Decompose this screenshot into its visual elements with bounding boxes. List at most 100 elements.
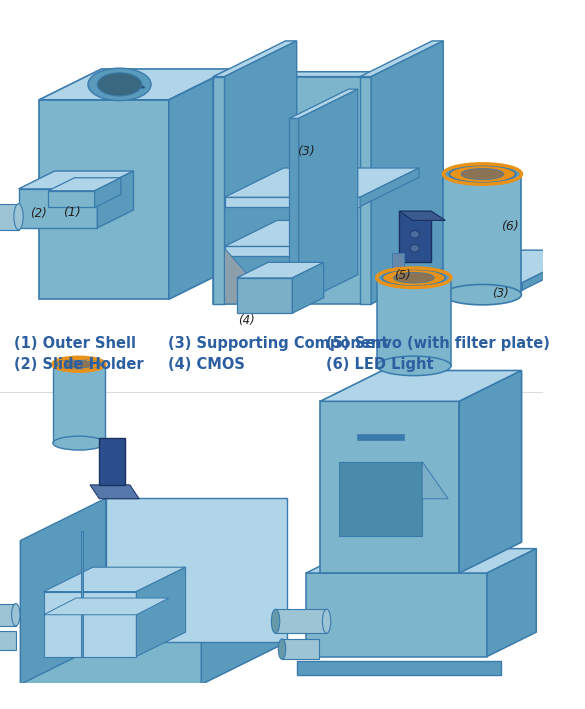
Polygon shape (44, 598, 169, 615)
Ellipse shape (97, 73, 142, 96)
Text: (6) LED Light: (6) LED Light (326, 357, 433, 372)
Text: (5) Servo (with filter plate): (5) Servo (with filter plate) (326, 337, 549, 352)
Polygon shape (201, 498, 287, 684)
Polygon shape (225, 220, 351, 247)
Ellipse shape (443, 164, 521, 184)
Polygon shape (44, 591, 136, 657)
Ellipse shape (53, 436, 105, 450)
Ellipse shape (57, 358, 101, 370)
Polygon shape (90, 485, 139, 498)
Polygon shape (422, 286, 473, 290)
Polygon shape (44, 567, 185, 591)
Polygon shape (0, 203, 19, 230)
Polygon shape (459, 371, 522, 573)
Polygon shape (377, 278, 451, 366)
Text: (3): (3) (297, 145, 315, 159)
Ellipse shape (64, 360, 93, 368)
Polygon shape (306, 573, 487, 657)
Ellipse shape (140, 86, 145, 89)
Polygon shape (339, 462, 422, 536)
Polygon shape (360, 77, 371, 304)
Polygon shape (225, 247, 299, 256)
Text: (2) Slide Holder: (2) Slide Holder (13, 357, 143, 372)
Polygon shape (292, 262, 324, 313)
Polygon shape (399, 211, 445, 220)
Polygon shape (276, 609, 326, 633)
Polygon shape (360, 41, 443, 77)
Polygon shape (98, 171, 133, 228)
Polygon shape (371, 72, 381, 304)
Ellipse shape (443, 284, 521, 305)
Ellipse shape (322, 609, 331, 633)
Polygon shape (48, 191, 95, 208)
Polygon shape (19, 171, 133, 189)
Polygon shape (53, 364, 105, 443)
Polygon shape (443, 174, 521, 295)
Polygon shape (399, 211, 431, 262)
Text: (2): (2) (30, 207, 46, 220)
Polygon shape (19, 189, 98, 228)
Polygon shape (290, 89, 358, 118)
Text: (4) CMOS: (4) CMOS (168, 357, 245, 372)
Ellipse shape (14, 203, 23, 230)
Ellipse shape (377, 268, 451, 287)
Polygon shape (320, 401, 459, 573)
Polygon shape (214, 41, 297, 77)
Polygon shape (297, 661, 501, 675)
Text: (6): (6) (501, 220, 519, 233)
Polygon shape (290, 118, 299, 304)
Polygon shape (39, 69, 231, 100)
Ellipse shape (410, 245, 419, 252)
Ellipse shape (461, 169, 504, 179)
Ellipse shape (449, 165, 515, 183)
Polygon shape (20, 498, 106, 684)
Polygon shape (522, 250, 585, 290)
Ellipse shape (53, 357, 105, 372)
Ellipse shape (394, 272, 434, 283)
Polygon shape (0, 603, 16, 626)
Polygon shape (0, 632, 16, 650)
Polygon shape (39, 100, 169, 299)
Ellipse shape (88, 68, 151, 101)
Text: (3): (3) (492, 287, 508, 301)
Polygon shape (320, 371, 522, 401)
Text: (3) Supporting Component: (3) Supporting Component (168, 337, 389, 352)
Polygon shape (422, 462, 448, 498)
Polygon shape (214, 77, 371, 304)
Polygon shape (214, 72, 381, 77)
Ellipse shape (278, 639, 285, 659)
Polygon shape (81, 531, 82, 657)
Polygon shape (20, 642, 287, 684)
Polygon shape (225, 41, 297, 304)
Text: (5): (5) (394, 269, 411, 282)
Polygon shape (487, 549, 536, 657)
Polygon shape (225, 168, 419, 197)
Polygon shape (357, 434, 404, 440)
Polygon shape (376, 250, 585, 283)
Text: (1) Outer Shell: (1) Outer Shell (13, 337, 136, 352)
Ellipse shape (12, 603, 20, 626)
Polygon shape (169, 69, 231, 299)
Polygon shape (371, 41, 443, 304)
Polygon shape (299, 220, 351, 256)
Ellipse shape (383, 269, 445, 286)
Ellipse shape (271, 609, 280, 633)
Polygon shape (225, 197, 360, 206)
Polygon shape (48, 178, 121, 191)
Polygon shape (299, 89, 358, 304)
Polygon shape (306, 549, 536, 573)
Ellipse shape (410, 230, 419, 238)
Polygon shape (236, 278, 292, 313)
Polygon shape (236, 262, 324, 278)
Ellipse shape (377, 356, 451, 376)
Polygon shape (106, 498, 287, 642)
Polygon shape (376, 283, 522, 290)
Text: (4): (4) (239, 314, 255, 328)
Polygon shape (13, 689, 215, 701)
Polygon shape (136, 567, 185, 657)
Text: (1): (1) (63, 206, 80, 219)
Polygon shape (99, 438, 125, 485)
Polygon shape (360, 168, 419, 206)
Polygon shape (225, 248, 274, 304)
Polygon shape (95, 178, 121, 208)
